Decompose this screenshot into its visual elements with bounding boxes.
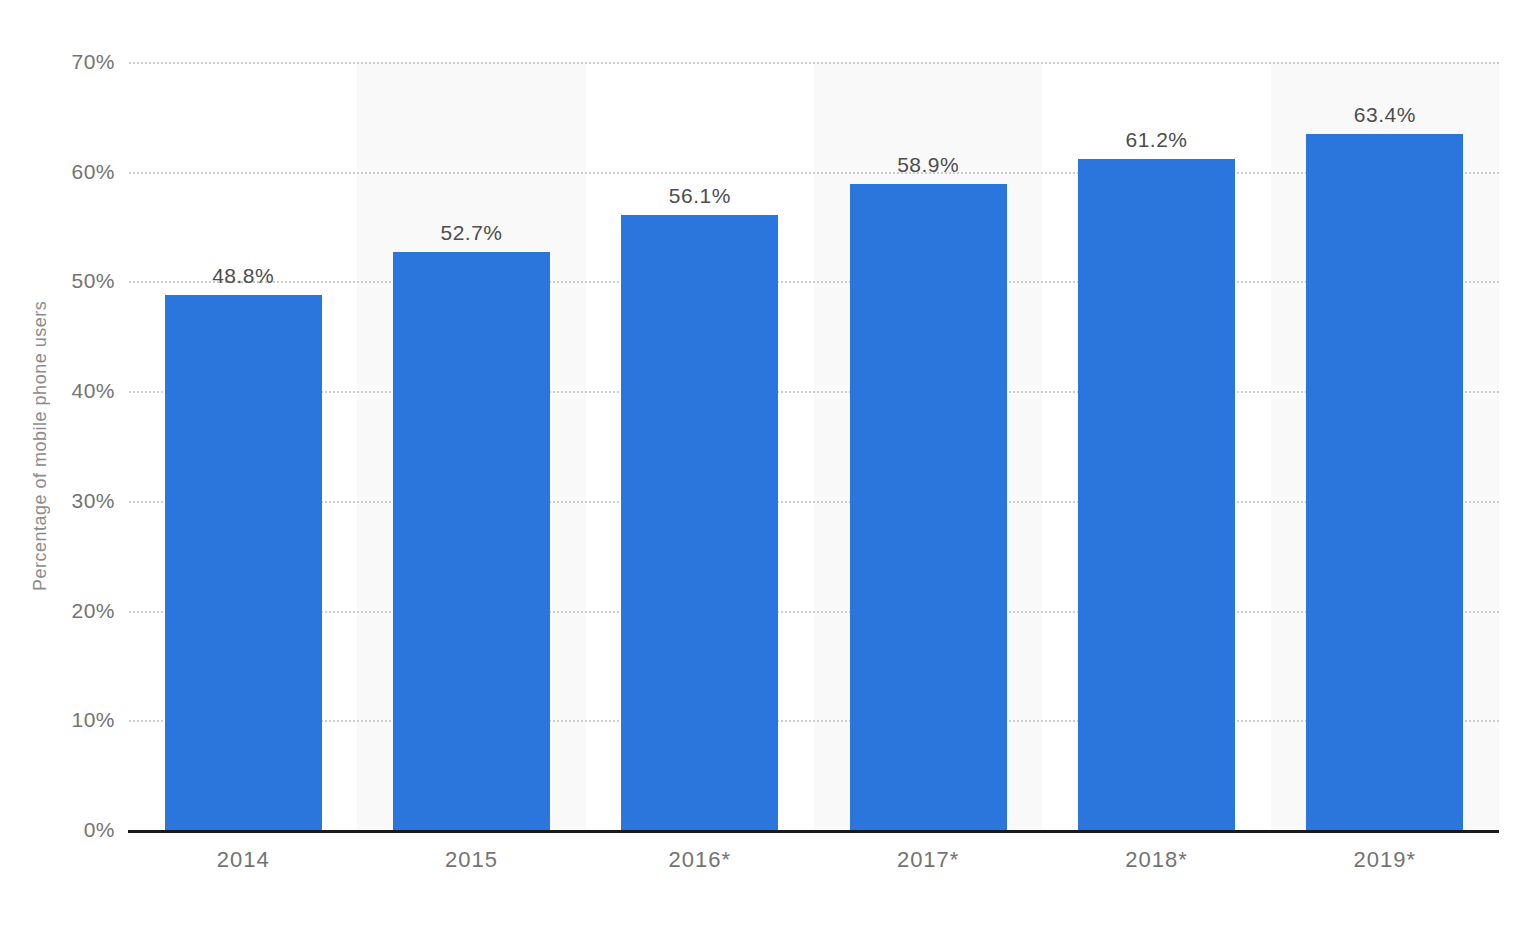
x-tick-label-2017: 2017* [814, 847, 1042, 873]
column-2016: 56.1% [586, 62, 814, 830]
column-2017: 58.9% [814, 62, 1042, 830]
x-tick-label-2014: 2014 [129, 847, 357, 873]
bar-2018 [1078, 159, 1235, 830]
plot-area: 48.8%52.7%56.1%58.9%61.2%63.4% [129, 62, 1499, 830]
x-tick-label-2015: 2015 [357, 847, 585, 873]
bar-2015 [393, 252, 550, 830]
y-tick-label-30: 30% [0, 487, 115, 515]
bar-2016 [621, 215, 778, 830]
y-tick-label-20: 20% [0, 597, 115, 625]
bar-value-label-2017: 58.9% [814, 153, 1042, 177]
columns: 48.8%52.7%56.1%58.9%61.2%63.4% [129, 62, 1499, 830]
y-tick-label-40: 40% [0, 377, 115, 405]
x-axis-labels: 201420152016*2017*2018*2019* [129, 847, 1499, 873]
x-tick-label-2019: 2019* [1271, 847, 1499, 873]
bar-value-label-2014: 48.8% [129, 264, 357, 288]
y-tick-label-10: 10% [0, 706, 115, 734]
bar-value-label-2015: 52.7% [357, 221, 585, 245]
x-tick-label-2018: 2018* [1042, 847, 1270, 873]
column-2019: 63.4% [1271, 62, 1499, 830]
bar-value-label-2019: 63.4% [1271, 103, 1499, 127]
y-tick-label-0: 0% [0, 816, 115, 844]
x-tick-label-2016: 2016* [586, 847, 814, 873]
y-tick-label-60: 60% [0, 158, 115, 186]
bar-value-label-2018: 61.2% [1042, 128, 1270, 152]
bar-chart: Percentage of mobile phone users 0%10%20… [0, 0, 1528, 928]
y-tick-label-70: 70% [0, 48, 115, 76]
column-2014: 48.8% [129, 62, 357, 830]
bar-2017 [850, 184, 1007, 830]
x-axis-line [128, 830, 1499, 833]
y-tick-label-50: 50% [0, 267, 115, 295]
column-2015: 52.7% [357, 62, 585, 830]
column-2018: 61.2% [1042, 62, 1270, 830]
bar-2019 [1306, 134, 1463, 830]
bar-2014 [165, 295, 322, 830]
bar-value-label-2016: 56.1% [586, 184, 814, 208]
